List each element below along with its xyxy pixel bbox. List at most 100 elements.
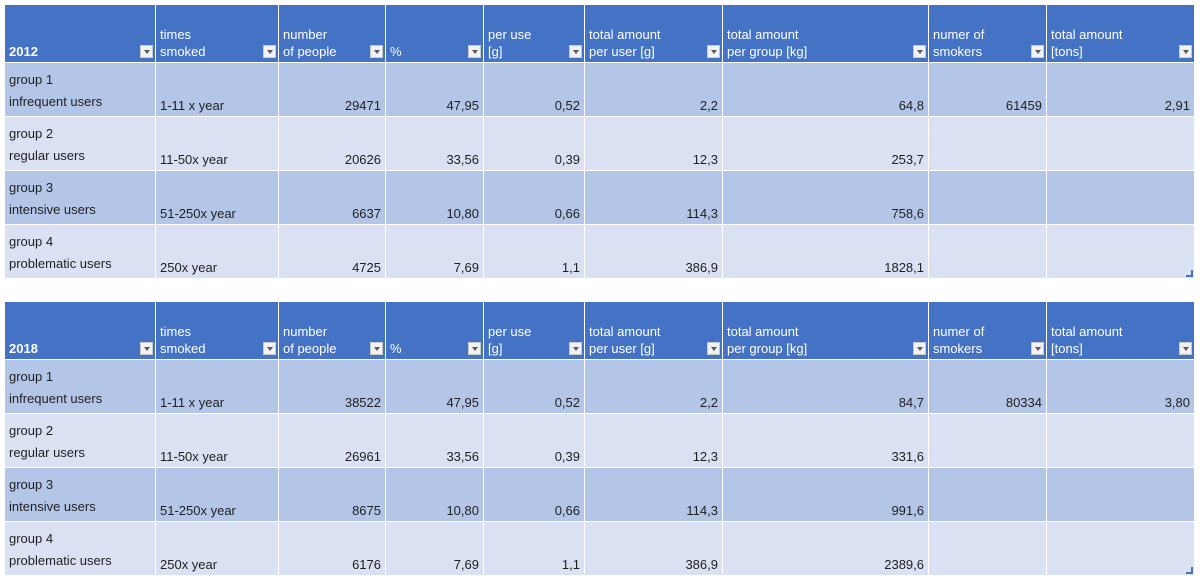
cell-tons[interactable]: [1046, 116, 1195, 171]
cell-per-group[interactable]: 758,6: [722, 170, 929, 225]
cell-tons[interactable]: [1046, 413, 1195, 468]
cell-pct[interactable]: 33,56: [385, 116, 484, 171]
filter-dropdown-icon[interactable]: [1031, 45, 1044, 58]
cell-per-group[interactable]: 84,7: [722, 359, 929, 414]
cell-smokers[interactable]: [928, 413, 1047, 468]
cell-per-use[interactable]: 0,52: [483, 62, 585, 117]
cell-per-use[interactable]: 0,66: [483, 170, 585, 225]
cell-per-group[interactable]: 253,7: [722, 116, 929, 171]
cell-times[interactable]: 51-250x year: [155, 170, 279, 225]
cell-times[interactable]: 11-50x year: [155, 413, 279, 468]
cell-per-use[interactable]: 0,66: [483, 467, 585, 522]
filter-dropdown-icon[interactable]: [569, 45, 582, 58]
cell-people[interactable]: 26961: [278, 413, 386, 468]
filter-dropdown-icon[interactable]: [707, 342, 720, 355]
cell-people[interactable]: 4725: [278, 224, 386, 279]
cell-times[interactable]: 250x year: [155, 224, 279, 279]
cell-smokers[interactable]: 80334: [928, 359, 1047, 414]
empty-cell[interactable]: [4, 278, 156, 302]
column-header[interactable]: total amount per group [kg]: [722, 4, 929, 63]
cell-pct[interactable]: 10,80: [385, 467, 484, 522]
group-cell[interactable]: group 3 intensive users: [4, 467, 156, 522]
filter-dropdown-icon[interactable]: [263, 342, 276, 355]
cell-per-group[interactable]: 2389,6: [722, 521, 929, 576]
filter-dropdown-icon[interactable]: [707, 45, 720, 58]
empty-cell[interactable]: [1046, 278, 1195, 302]
column-header[interactable]: total amount per user [g]: [584, 4, 723, 63]
cell-pct[interactable]: 7,69: [385, 521, 484, 576]
filter-dropdown-icon[interactable]: [468, 342, 481, 355]
column-header[interactable]: number of people: [278, 4, 386, 63]
group-cell[interactable]: group 1 infrequent users: [4, 62, 156, 117]
empty-cell[interactable]: [483, 278, 585, 302]
cell-per-user[interactable]: 2,2: [584, 359, 723, 414]
filter-dropdown-icon[interactable]: [140, 342, 153, 355]
cell-per-use[interactable]: 0,52: [483, 359, 585, 414]
cell-smokers[interactable]: [928, 521, 1047, 576]
year-header[interactable]: 2012: [4, 4, 156, 63]
cell-people[interactable]: 20626: [278, 116, 386, 171]
cell-pct[interactable]: 7,69: [385, 224, 484, 279]
cell-per-user[interactable]: 12,3: [584, 413, 723, 468]
cell-per-use[interactable]: 1,1: [483, 224, 585, 279]
cell-per-use[interactable]: 0,39: [483, 116, 585, 171]
filter-dropdown-icon[interactable]: [1179, 45, 1192, 58]
year-header[interactable]: 2018: [4, 301, 156, 360]
column-header[interactable]: %: [385, 4, 484, 63]
column-header[interactable]: total amount [tons]: [1046, 4, 1195, 63]
cell-per-use[interactable]: 0,39: [483, 413, 585, 468]
column-header[interactable]: numer of smokers: [928, 4, 1047, 63]
column-header[interactable]: %: [385, 301, 484, 360]
filter-dropdown-icon[interactable]: [1179, 342, 1192, 355]
cell-per-user[interactable]: 114,3: [584, 170, 723, 225]
filter-dropdown-icon[interactable]: [569, 342, 582, 355]
cell-smokers[interactable]: [928, 170, 1047, 225]
cell-smokers[interactable]: [928, 116, 1047, 171]
cell-tons[interactable]: [1046, 224, 1195, 279]
cell-times[interactable]: 1-11 x year: [155, 62, 279, 117]
cell-pct[interactable]: 10,80: [385, 170, 484, 225]
table-resize-handle-icon[interactable]: [1185, 269, 1193, 277]
filter-dropdown-icon[interactable]: [370, 45, 383, 58]
column-header[interactable]: per use [g]: [483, 301, 585, 360]
cell-per-user[interactable]: 2,2: [584, 62, 723, 117]
filter-dropdown-icon[interactable]: [913, 342, 926, 355]
cell-per-user[interactable]: 12,3: [584, 116, 723, 171]
cell-tons[interactable]: 2,91: [1046, 62, 1195, 117]
group-cell[interactable]: group 2 regular users: [4, 116, 156, 171]
cell-tons[interactable]: [1046, 170, 1195, 225]
column-header[interactable]: times smoked: [155, 301, 279, 360]
cell-pct[interactable]: 33,56: [385, 413, 484, 468]
cell-tons[interactable]: 3,80: [1046, 359, 1195, 414]
filter-dropdown-icon[interactable]: [140, 45, 153, 58]
empty-cell[interactable]: [278, 278, 386, 302]
empty-cell[interactable]: [584, 278, 723, 302]
column-header[interactable]: total amount per user [g]: [584, 301, 723, 360]
cell-people[interactable]: 29471: [278, 62, 386, 117]
empty-cell[interactable]: [155, 278, 279, 302]
empty-cell[interactable]: [385, 278, 484, 302]
cell-times[interactable]: 51-250x year: [155, 467, 279, 522]
cell-pct[interactable]: 47,95: [385, 359, 484, 414]
cell-people[interactable]: 38522: [278, 359, 386, 414]
cell-per-group[interactable]: 64,8: [722, 62, 929, 117]
group-cell[interactable]: group 4 problematic users: [4, 224, 156, 279]
cell-smokers[interactable]: 61459: [928, 62, 1047, 117]
column-header[interactable]: number of people: [278, 301, 386, 360]
cell-per-user[interactable]: 114,3: [584, 467, 723, 522]
column-header[interactable]: per use [g]: [483, 4, 585, 63]
cell-smokers[interactable]: [928, 224, 1047, 279]
cell-pct[interactable]: 47,95: [385, 62, 484, 117]
group-cell[interactable]: group 2 regular users: [4, 413, 156, 468]
column-header[interactable]: times smoked: [155, 4, 279, 63]
cell-times[interactable]: 250x year: [155, 521, 279, 576]
group-cell[interactable]: group 1 infrequent users: [4, 359, 156, 414]
filter-dropdown-icon[interactable]: [468, 45, 481, 58]
table-resize-handle-icon[interactable]: [1185, 566, 1193, 574]
cell-times[interactable]: 1-11 x year: [155, 359, 279, 414]
filter-dropdown-icon[interactable]: [1031, 342, 1044, 355]
filter-dropdown-icon[interactable]: [263, 45, 276, 58]
empty-cell[interactable]: [928, 278, 1047, 302]
cell-per-use[interactable]: 1,1: [483, 521, 585, 576]
cell-tons[interactable]: [1046, 521, 1195, 576]
